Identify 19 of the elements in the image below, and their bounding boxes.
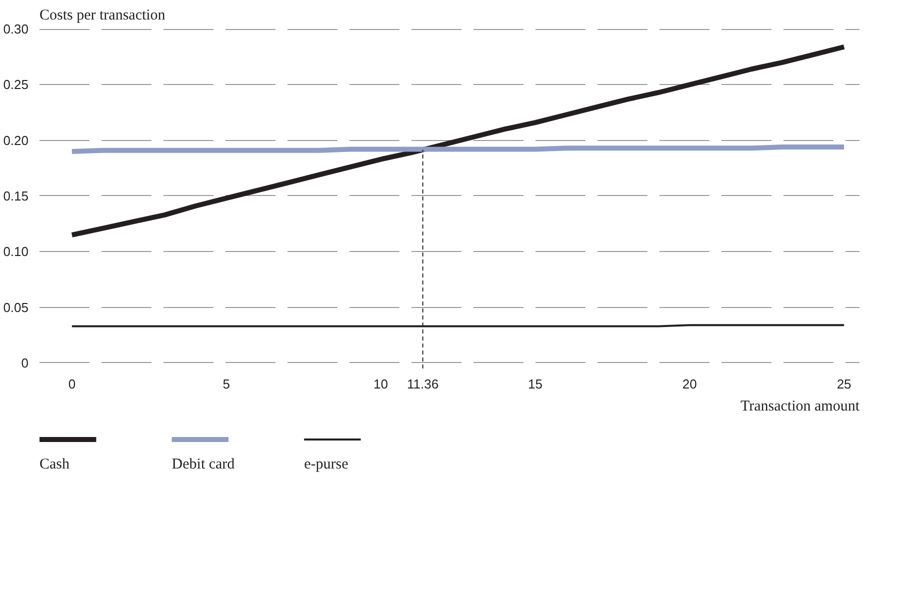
y-tick-label: 0.05 xyxy=(3,300,29,315)
x-tick-label: 11.36 xyxy=(407,376,439,392)
legend-label: Debit card xyxy=(172,456,236,472)
x-tick-label: 20 xyxy=(682,376,697,392)
x-axis-title: Transaction amount xyxy=(740,398,860,414)
x-tick-label: 5 xyxy=(222,376,230,392)
x-tick-label: 15 xyxy=(528,376,542,392)
y-tick-label: 0.15 xyxy=(3,188,29,204)
y-axis-title: Costs per transaction xyxy=(40,8,166,24)
y-tick-label: 0.25 xyxy=(3,77,29,92)
legend-label: Cash xyxy=(40,456,70,472)
y-tick-label: 0 xyxy=(21,355,29,370)
y-tick-label: 0.20 xyxy=(3,132,29,148)
x-tick-label: 10 xyxy=(374,376,388,392)
x-tick-label: 0 xyxy=(68,376,76,392)
y-tick-label: 0.30 xyxy=(3,22,29,37)
x-tick-label: 25 xyxy=(836,376,852,392)
legend-label: e-purse xyxy=(304,456,349,472)
y-tick-label: 0.10 xyxy=(3,244,29,260)
